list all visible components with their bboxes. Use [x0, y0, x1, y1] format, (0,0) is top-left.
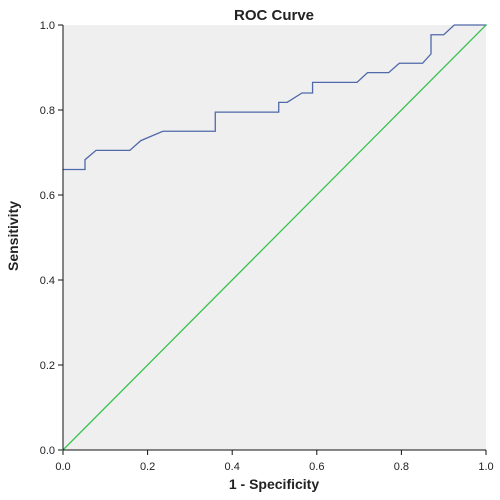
chart-title: ROC Curve	[234, 7, 314, 24]
series-layer	[62, 24, 487, 451]
y-tick-label-5: 1.0	[40, 20, 55, 32]
x-tick-label-0: 0.0	[55, 461, 70, 473]
x-axis-title: 1 - Specificity	[229, 476, 319, 492]
y-tick-label-0: 0.0	[40, 445, 55, 457]
x-tick-label-2: 0.4	[225, 461, 240, 473]
x-tick-label-1: 0.2	[140, 461, 155, 473]
y-tick-label-2: 0.4	[40, 275, 55, 287]
x-tick-label-4: 0.8	[394, 461, 409, 473]
y-axis-title: Sensitivity	[5, 201, 21, 271]
y-tick-label-4: 0.8	[40, 105, 55, 117]
y-tick-label-1: 0.2	[40, 360, 55, 372]
reference-line	[62, 24, 487, 451]
y-tick-label-3: 0.6	[40, 190, 55, 202]
roc-line	[62, 24, 487, 171]
axis-ticks: 0.0 0.2 0.4 0.6 0.8 1.0 0.0 0.2 0.4 0.6 0.8 1.0	[40, 20, 494, 473]
x-tick-label-5: 1.0	[478, 461, 493, 473]
x-tick-label-3: 0.6	[309, 461, 324, 473]
